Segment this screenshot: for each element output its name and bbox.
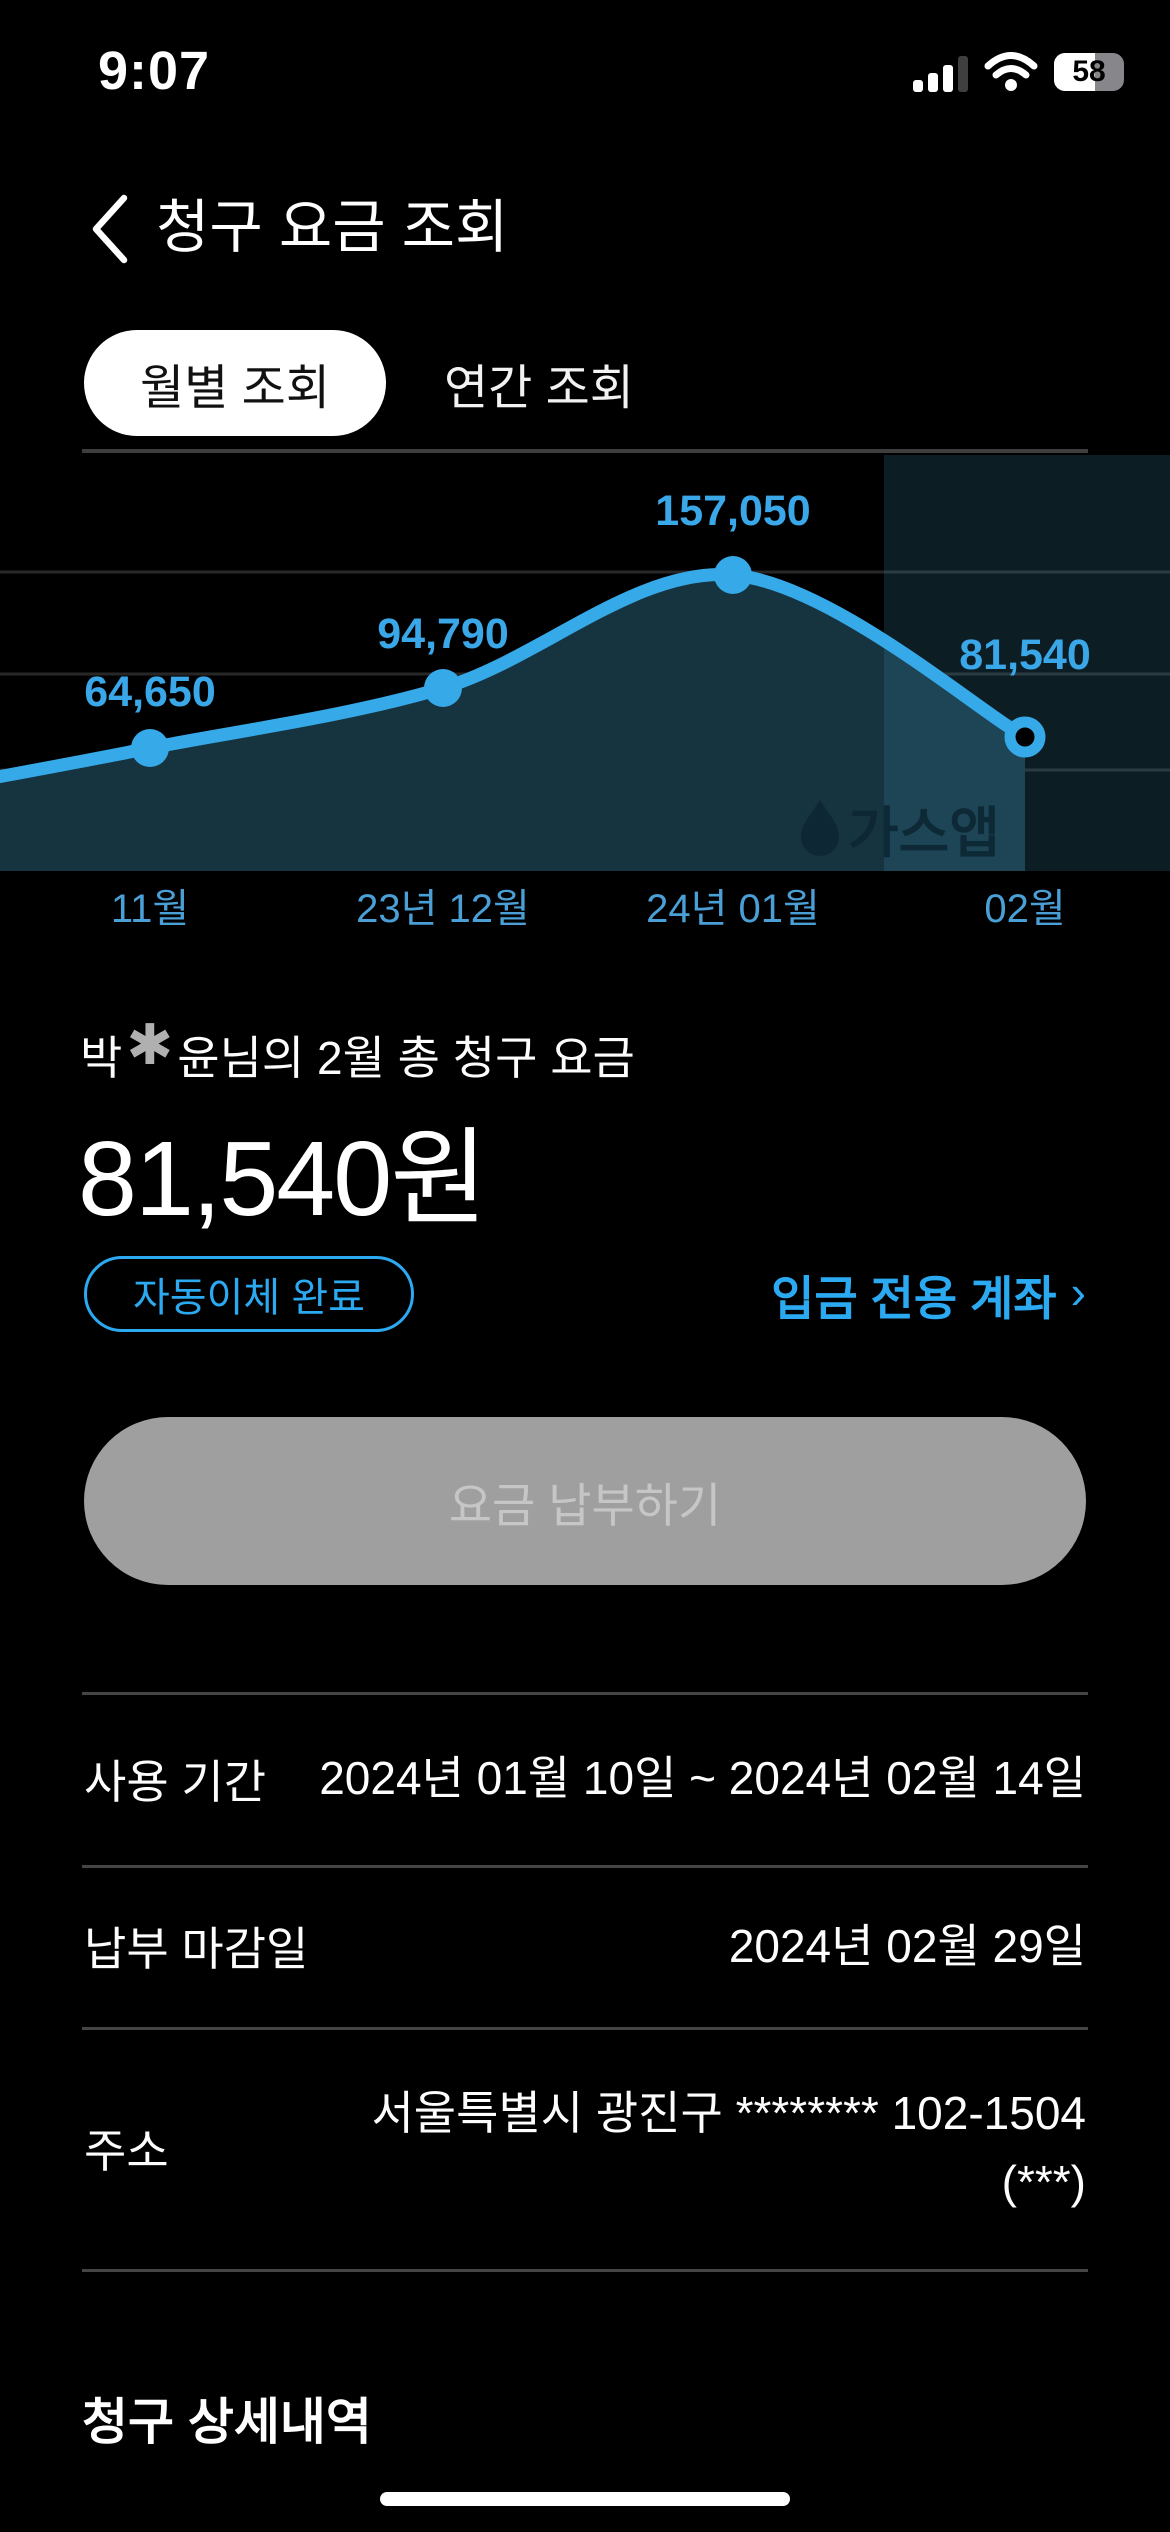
chevron-right-icon: › [1070,1266,1086,1318]
deposit-account-link[interactable]: 입금 전용 계좌 › [771,1256,1086,1332]
address-line-1: 서울특별시 광진구 ******** 102-1504 [371,2087,1086,2139]
signal-bar [943,65,953,92]
svg-text:64,650: 64,650 [84,668,216,716]
row-divider [82,1692,1088,1695]
autopay-status-badge: 자동이체 완료 [84,1256,414,1332]
tab-bar: 월별 조회 연간 조회 [84,330,684,436]
total-amount: 81,540원 [78,1120,488,1238]
row-value: 2024년 02월 29일 [728,1919,1086,1972]
address-line-2: (***) [1001,2156,1086,2208]
row-divider [82,2269,1088,2272]
deposit-link-label: 입금 전용 계좌 [771,1271,1057,1325]
detail-row-address: 주소 서울특별시 광진구 ******** 102-1504 (***) [84,2027,1086,2269]
signal-bar [928,73,938,92]
home-indicator[interactable] [380,2492,790,2506]
row-value: 2024년 01월 10일 ~ 2024년 02월 14일 [319,1752,1086,1804]
page-title: 청구 요금 조회 [156,195,509,260]
status-time: 9:07 [98,41,211,101]
row-label: 사용 기간 [84,1755,267,1808]
pay-bill-button[interactable]: 요금 납부하기 [84,1417,1086,1585]
owner-line: 박 ✱ 윤님의 2월 총 청구 요금 [80,1013,635,1088]
row-label: 주소 [84,2125,169,2177]
section-title-billing-detail: 청구 상세내역 [82,2394,372,2450]
svg-text:11월: 11월 [111,887,189,931]
svg-text:02월: 02월 [984,887,1065,931]
line-chart-svg[interactable]: 64,650 94,790 157,050 81,540 가스앱 11월 23년 12월 24… [0,452,1170,952]
battery-percent: 58 [1072,55,1106,88]
back-chevron-icon[interactable] [88,192,132,266]
row-divider [82,2027,1088,2030]
masked-star: ✱ [126,1013,174,1076]
battery-icon: 58 [1054,53,1124,91]
row-label: 납부 마감일 [84,1923,309,1975]
billing-chart: 64,650 94,790 157,050 81,540 가스앱 11월 23년 12월 24… [0,452,1170,952]
detail-row-usage-period: 사용 기간 2024년 01월 10일 ~ 2024년 02월 14일 [84,1692,1086,1865]
wifi-icon [984,52,1038,91]
header: 청구 요금 조회 [0,190,1170,270]
svg-text:94,790: 94,790 [377,610,509,658]
owner-suffix: 윤님의 2월 총 청구 요금 [177,1032,635,1084]
owner-prefix: 박 [80,1032,123,1084]
svg-text:가스앱: 가스앱 [848,802,1000,864]
signal-bar [913,80,923,92]
svg-text:81,540: 81,540 [959,631,1091,679]
row-divider [82,1865,1088,1868]
cellular-signal-icon [913,46,968,98]
tab-monthly[interactable]: 월별 조회 [84,330,386,436]
tab-yearly[interactable]: 연간 조회 [443,362,634,415]
svg-text:157,050: 157,050 [655,487,810,535]
battery-level [1054,53,1095,91]
badge-row: 자동이체 완료 입금 전용 계좌 › [84,1256,1086,1332]
signal-bar-dim [958,56,968,92]
detail-row-due-date: 납부 마감일 2024년 02월 29일 [84,1865,1086,2027]
row-value: 서울특별시 광진구 ******** 102-1504 (***) [371,2079,1086,2217]
svg-text:24년 01월: 24년 01월 [646,887,820,931]
tab-divider [82,449,1088,453]
status-bar: 9:07 58 [0,40,1170,101]
svg-text:23년 12월: 23년 12월 [356,887,530,931]
status-icons: 58 [913,46,1124,98]
